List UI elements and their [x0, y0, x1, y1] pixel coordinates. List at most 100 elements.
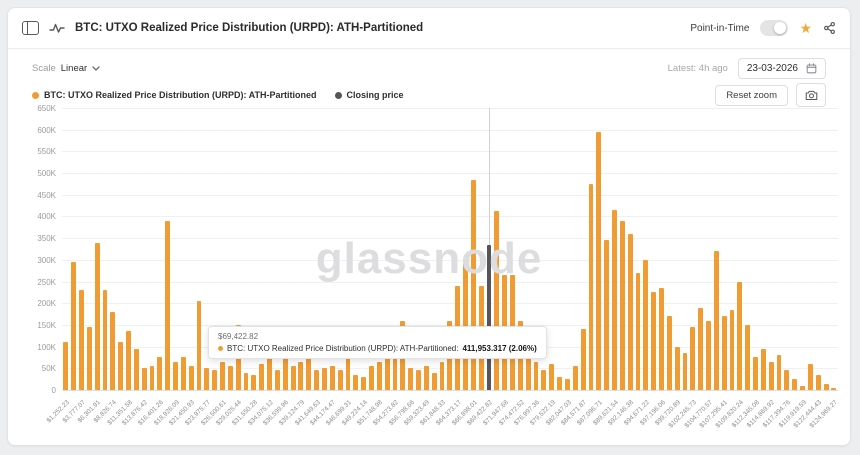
supply-bar[interactable]: [63, 342, 69, 390]
supply-bar[interactable]: [549, 363, 555, 390]
supply-bar[interactable]: [337, 370, 343, 390]
supply-bar[interactable]: [173, 361, 178, 390]
supply-bar[interactable]: [533, 361, 539, 390]
supply-bar[interactable]: [572, 366, 578, 390]
supply-bar[interactable]: [79, 290, 84, 390]
supply-bar[interactable]: [321, 368, 327, 390]
supply-bar[interactable]: [580, 329, 586, 390]
supply-bar[interactable]: [416, 370, 421, 390]
supply-bar[interactable]: [823, 383, 829, 390]
supply-bar[interactable]: [353, 374, 359, 390]
supply-bar[interactable]: [659, 288, 664, 390]
supply-bar[interactable]: [282, 342, 288, 390]
supply-bar[interactable]: [643, 259, 649, 390]
supply-bar[interactable]: [776, 355, 782, 390]
favorite-star-icon[interactable]: ★: [799, 20, 812, 36]
supply-bar[interactable]: [682, 353, 688, 390]
supply-bar[interactable]: [737, 281, 743, 390]
supply-bar[interactable]: [760, 348, 766, 390]
supply-bar[interactable]: [94, 242, 100, 390]
supply-bar[interactable]: [721, 316, 727, 390]
supply-bar[interactable]: [86, 327, 92, 390]
supply-bar[interactable]: [463, 259, 468, 390]
supply-bar[interactable]: [619, 220, 625, 390]
supply-bar[interactable]: [729, 309, 735, 390]
supply-bar[interactable]: [126, 331, 131, 390]
supply-bar[interactable]: [290, 366, 296, 390]
supply-bar[interactable]: [212, 370, 218, 390]
supply-bar[interactable]: [110, 311, 116, 390]
supply-bar[interactable]: [102, 290, 108, 390]
supply-bar[interactable]: [165, 220, 171, 390]
supply-bar[interactable]: [180, 357, 186, 390]
supply-bar[interactable]: [784, 370, 790, 390]
supply-bar[interactable]: [188, 366, 194, 390]
supply-bar[interactable]: [831, 387, 837, 390]
supply-bar[interactable]: [470, 179, 476, 390]
supply-bar[interactable]: [376, 361, 382, 390]
supply-bar[interactable]: [698, 307, 704, 390]
supply-bar[interactable]: [564, 379, 570, 390]
sidebar-toggle-icon[interactable]: [22, 21, 39, 35]
supply-bar[interactable]: [792, 379, 798, 390]
supply-bar[interactable]: [267, 350, 272, 390]
supply-bar[interactable]: [369, 366, 374, 390]
supply-bar[interactable]: [220, 361, 225, 390]
supply-bar[interactable]: [690, 327, 696, 390]
legend-item-urpd[interactable]: BTC: UTXO Realized Price Distribution (U…: [32, 90, 317, 100]
supply-bar[interactable]: [525, 357, 531, 390]
supply-bar[interactable]: [274, 370, 280, 390]
supply-bar[interactable]: [306, 340, 312, 390]
supply-bar[interactable]: [243, 372, 249, 390]
supply-bar[interactable]: [612, 209, 617, 390]
supply-bar[interactable]: [588, 183, 594, 390]
supply-bar[interactable]: [706, 320, 711, 390]
supply-bar[interactable]: [298, 361, 304, 390]
supply-bar[interactable]: [361, 377, 367, 390]
supply-bar[interactable]: [713, 251, 719, 390]
supply-bar[interactable]: [329, 366, 335, 390]
supply-bar[interactable]: [674, 346, 680, 390]
supply-bar[interactable]: [651, 292, 657, 390]
point-in-time-toggle[interactable]: [760, 20, 789, 36]
supply-bar[interactable]: [635, 272, 641, 390]
supply-bar[interactable]: [251, 374, 257, 390]
supply-bar[interactable]: [494, 211, 500, 390]
supply-bar[interactable]: [604, 240, 610, 390]
supply-bar[interactable]: [204, 368, 210, 390]
supply-bar[interactable]: [149, 366, 155, 390]
supply-bar[interactable]: [800, 385, 805, 390]
supply-bar[interactable]: [753, 357, 758, 390]
supply-bar[interactable]: [345, 355, 351, 390]
supply-bar[interactable]: [259, 363, 265, 390]
share-icon[interactable]: [823, 21, 836, 35]
date-picker[interactable]: 23-03-2026: [737, 57, 826, 79]
supply-bar[interactable]: [815, 374, 821, 390]
legend-item-closing-price[interactable]: Closing price: [334, 90, 404, 100]
supply-bar[interactable]: [627, 233, 633, 390]
supply-bar[interactable]: [314, 370, 320, 390]
supply-bar[interactable]: [807, 363, 813, 390]
supply-bar[interactable]: [768, 361, 774, 390]
supply-bar[interactable]: [118, 342, 124, 390]
supply-bar[interactable]: [71, 262, 77, 390]
supply-bar[interactable]: [431, 372, 437, 390]
supply-bar[interactable]: [745, 324, 751, 390]
supply-bar[interactable]: [141, 368, 147, 390]
reset-zoom-button[interactable]: Reset zoom: [715, 84, 788, 106]
scale-dropdown[interactable]: Scale Linear: [32, 63, 100, 74]
supply-bar[interactable]: [666, 316, 672, 390]
supply-bar[interactable]: [227, 366, 233, 390]
supply-bar[interactable]: [157, 357, 163, 390]
supply-bar[interactable]: [408, 368, 414, 390]
supply-bar[interactable]: [196, 301, 202, 390]
closing-price-bar[interactable]: [486, 244, 492, 390]
supply-bar[interactable]: [596, 131, 602, 390]
supply-bar[interactable]: [557, 377, 562, 390]
supply-bar[interactable]: [384, 357, 390, 390]
supply-bar[interactable]: [423, 366, 429, 390]
screenshot-button[interactable]: [796, 83, 826, 107]
supply-bar[interactable]: [541, 370, 547, 390]
supply-bar[interactable]: [392, 346, 398, 390]
supply-bar[interactable]: [439, 361, 445, 390]
